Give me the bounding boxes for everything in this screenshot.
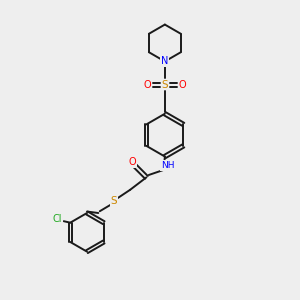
Text: Cl: Cl [52,214,62,224]
Text: S: S [161,80,168,90]
Text: O: O [178,80,186,90]
Text: NH: NH [161,161,175,170]
Text: S: S [110,196,117,206]
Text: O: O [129,158,136,167]
Text: N: N [161,56,169,66]
Text: O: O [144,80,152,90]
